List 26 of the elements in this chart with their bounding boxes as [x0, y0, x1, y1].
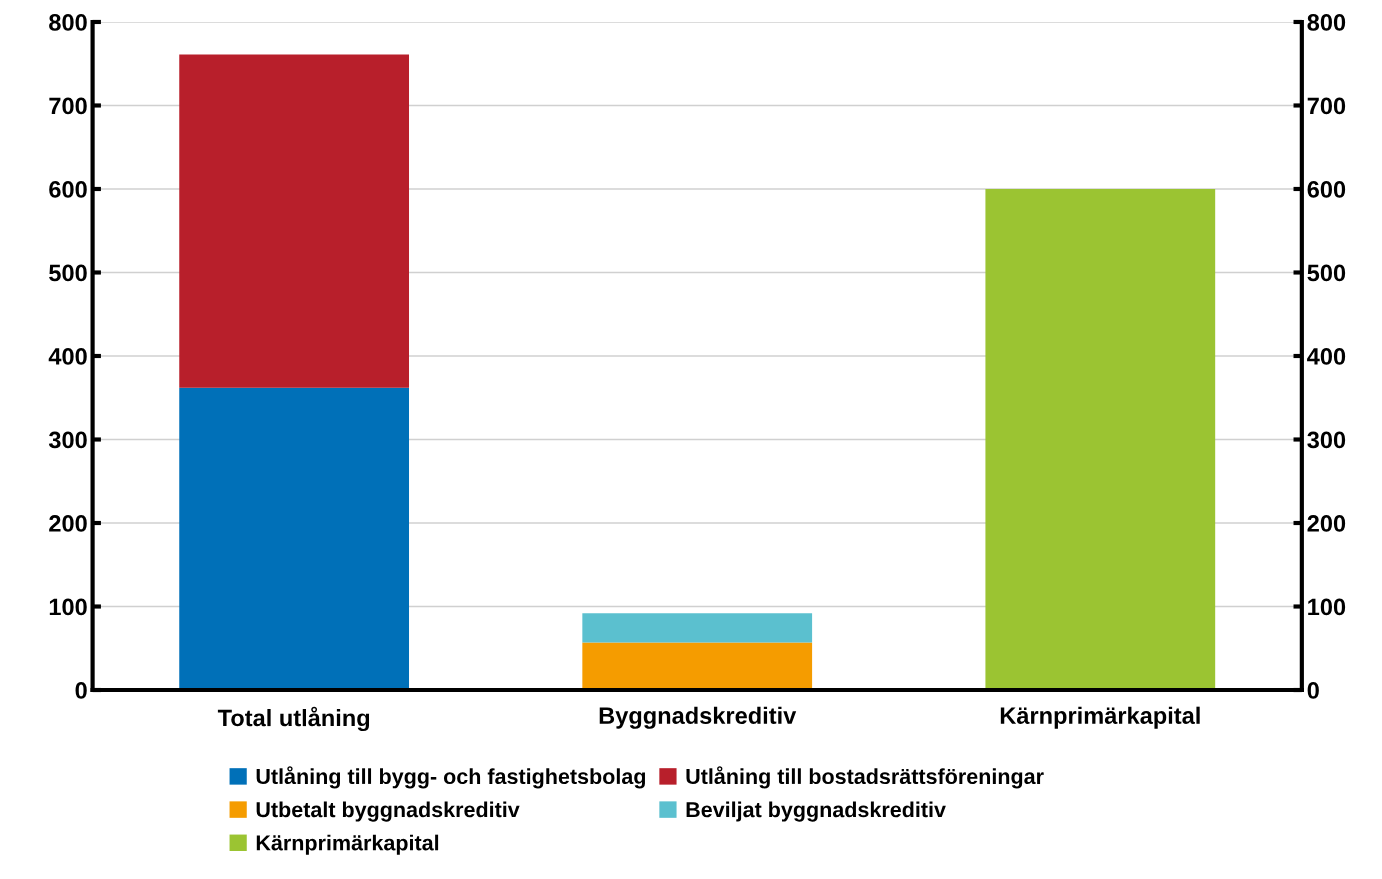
y2-tick-label: 200: [1307, 515, 1346, 532]
y2-tick-label: 100: [1308, 598, 1346, 616]
y2-tick-label: 500: [1307, 264, 1346, 282]
legend-label: Utlåning till bostadsrättsföreningar: [686, 766, 1044, 789]
y2-tick-label: 400: [1307, 348, 1346, 365]
legend-label: Utbetalt byggnadskreditiv: [256, 801, 520, 822]
x-tick-label: Kärnprimärkapital: [1000, 706, 1200, 729]
x-tick-label: Total utlåning: [217, 706, 370, 732]
y-tick-label: 300: [48, 431, 87, 449]
y2-tick-label: 600: [1307, 181, 1346, 198]
legend-label: Utlåning till bygg- och fastighetsbolag: [256, 766, 646, 789]
y2-tick-label: 0: [1307, 682, 1319, 699]
y-tick-label: 400: [48, 348, 87, 365]
legend-label: Beviljat byggnadskreditiv: [686, 801, 946, 822]
y-tick-label: 500: [49, 264, 87, 282]
y-tick-label: 600: [49, 181, 87, 198]
y-tick-label: 0: [75, 682, 87, 699]
y-tick-label: 100: [49, 598, 87, 616]
y2-tick-label: 700: [1307, 97, 1346, 115]
legend-label: Kärnprimärkapital: [256, 834, 439, 855]
x-tick-label: Byggnadskreditiv: [599, 706, 797, 729]
y-tick-label: 800: [49, 14, 87, 31]
y-tick-label: 700: [49, 97, 87, 115]
y-tick-label: 200: [49, 515, 87, 532]
y2-tick-label: 800: [1307, 14, 1346, 31]
y2-tick-label: 300: [1307, 431, 1346, 449]
